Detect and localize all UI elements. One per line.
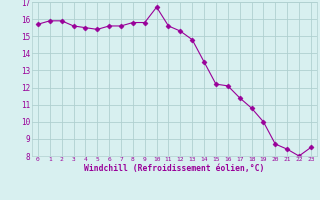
X-axis label: Windchill (Refroidissement éolien,°C): Windchill (Refroidissement éolien,°C) — [84, 164, 265, 173]
